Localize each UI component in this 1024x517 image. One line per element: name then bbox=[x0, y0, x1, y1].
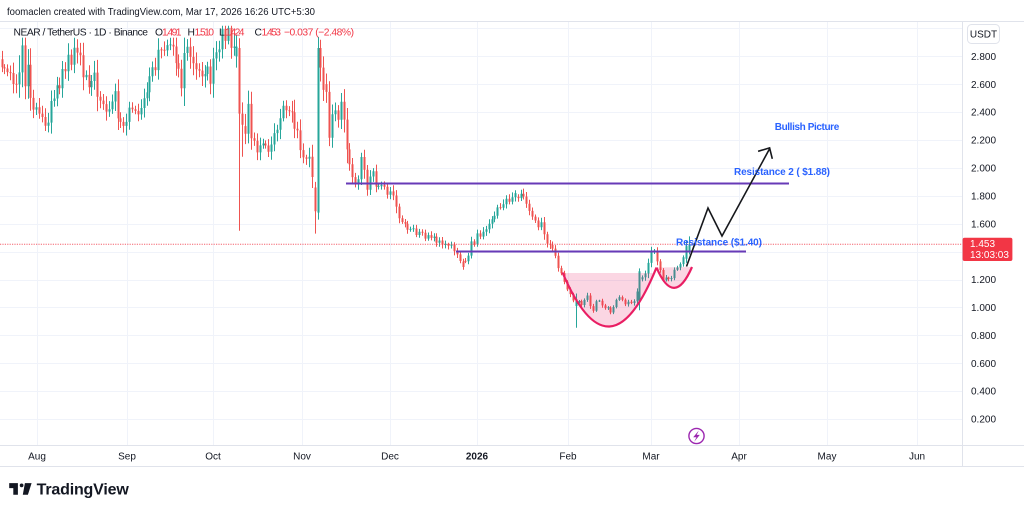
svg-text:13:03:03: 13:03:03 bbox=[970, 250, 1009, 261]
svg-text:Nov: Nov bbox=[293, 452, 311, 463]
svg-text:NEAR / TetherUS · 1D · Binance: NEAR / TetherUS · 1D · Binance O1.491 H1.5… bbox=[14, 28, 355, 39]
svg-text:foomaclen created with Trading: foomaclen created with TradingView.com, … bbox=[7, 7, 315, 18]
svg-text:2.200: 2.200 bbox=[971, 136, 996, 147]
svg-text:2.800: 2.800 bbox=[971, 52, 996, 63]
svg-text:Jun: Jun bbox=[909, 452, 925, 463]
svg-text:Dec: Dec bbox=[381, 452, 399, 463]
svg-text:0.400: 0.400 bbox=[971, 387, 996, 398]
svg-text:2.000: 2.000 bbox=[971, 164, 996, 175]
svg-text:1.800: 1.800 bbox=[971, 191, 996, 202]
svg-text:USDT: USDT bbox=[970, 30, 997, 41]
svg-text:0.600: 0.600 bbox=[971, 359, 996, 370]
svg-text:1.000: 1.000 bbox=[971, 303, 996, 314]
svg-text:Oct: Oct bbox=[205, 452, 221, 463]
svg-text:1.453: 1.453 bbox=[970, 239, 995, 250]
svg-text:May: May bbox=[818, 452, 837, 463]
svg-text:Resistance 2 ( $1.88): Resistance 2 ( $1.88) bbox=[734, 167, 830, 178]
svg-text:1.600: 1.600 bbox=[971, 219, 996, 230]
svg-text:Apr: Apr bbox=[731, 452, 747, 463]
svg-text:TradingView: TradingView bbox=[37, 481, 130, 498]
svg-text:Bullish Picture: Bullish Picture bbox=[775, 122, 840, 133]
svg-text:0.200: 0.200 bbox=[971, 415, 996, 426]
svg-text:Resistance ($1.40): Resistance ($1.40) bbox=[676, 237, 762, 248]
svg-text:2.600: 2.600 bbox=[971, 80, 996, 91]
svg-text:0.800: 0.800 bbox=[971, 331, 996, 342]
svg-text:2.400: 2.400 bbox=[971, 108, 996, 119]
svg-text:Aug: Aug bbox=[28, 452, 46, 463]
svg-text:Feb: Feb bbox=[559, 452, 577, 463]
svg-text:1.200: 1.200 bbox=[971, 275, 996, 286]
svg-text:Mar: Mar bbox=[642, 452, 660, 463]
svg-text:Sep: Sep bbox=[118, 452, 136, 463]
svg-text:2026: 2026 bbox=[466, 452, 489, 463]
